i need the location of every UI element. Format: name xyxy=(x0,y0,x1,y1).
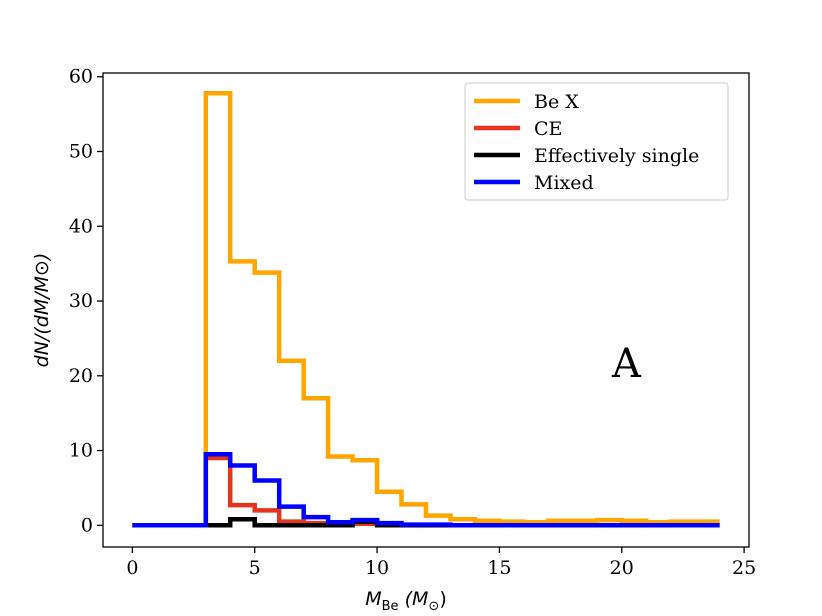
y-tick-label: 40 xyxy=(69,215,93,237)
y-tick-label: 60 xyxy=(69,66,93,88)
legend-box xyxy=(464,82,729,201)
x-tick-label: 0 xyxy=(126,557,138,579)
series-be-x-line xyxy=(132,90,720,528)
plot-frame xyxy=(102,72,750,548)
series-mixed-line xyxy=(132,452,720,528)
series-layer xyxy=(132,90,720,528)
legend-label-mixed: Mixed xyxy=(534,172,594,194)
legend-items: Be X CE Effectively single Mixed xyxy=(474,91,699,194)
x-tick-label: 25 xyxy=(732,557,756,579)
legend: Be X CE Effectively single Mixed xyxy=(464,82,729,201)
legend-label-ce: CE xyxy=(534,118,562,140)
x-axis-label-sub: Be xyxy=(382,599,399,614)
x-tick-label: 15 xyxy=(487,557,511,579)
y-tick-label: 10 xyxy=(69,440,93,462)
legend-label-be-x: Be X xyxy=(534,91,579,113)
legend-label-effectively-single: Effectively single xyxy=(534,145,699,167)
x-axis-label-unit: (M xyxy=(405,588,429,610)
y-tick-label: 50 xyxy=(69,141,93,163)
panel-label: A xyxy=(611,341,642,387)
y-tick-label: 20 xyxy=(69,365,93,387)
y-tick-label: 30 xyxy=(69,290,93,312)
x-tick-label: 20 xyxy=(610,557,634,579)
x-axis-label-unit-sub: ⊙ xyxy=(428,599,439,614)
x-axis-label-close: ) xyxy=(439,588,446,610)
x-axis-label-main: M xyxy=(365,588,381,610)
ticks-layer: 0 5 10 15 20 25 0 10 20 30 40 50 60 xyxy=(69,66,756,579)
x-axis-label: MBe (M⊙) xyxy=(365,588,447,614)
x-tick-label: 5 xyxy=(249,557,261,579)
x-tick-label: 10 xyxy=(365,557,389,579)
y-axis-label: dN/(dM/M⊙) xyxy=(31,253,53,368)
y-tick-label: 0 xyxy=(81,514,93,536)
